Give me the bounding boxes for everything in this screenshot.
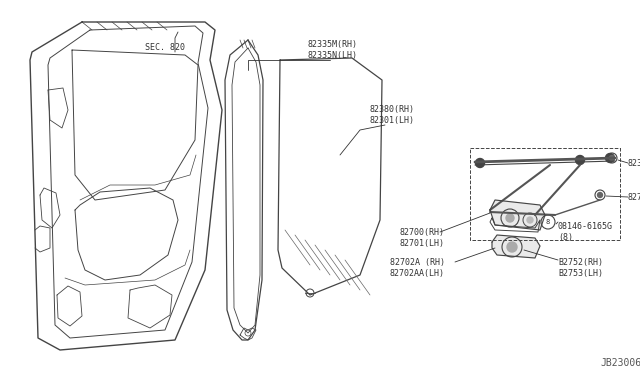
Text: 82300A: 82300A <box>628 158 640 167</box>
Circle shape <box>506 214 514 222</box>
Circle shape <box>575 155 584 164</box>
Text: 08146-6165G
(8): 08146-6165G (8) <box>558 222 613 242</box>
Text: 82700(RH)
82701(LH): 82700(RH) 82701(LH) <box>400 228 445 248</box>
Text: 82702A (RH)
82702AA(LH): 82702A (RH) 82702AA(LH) <box>390 258 445 278</box>
Circle shape <box>527 217 533 223</box>
Circle shape <box>598 192 602 198</box>
Polygon shape <box>490 200 545 230</box>
Text: 82700B: 82700B <box>628 192 640 202</box>
Circle shape <box>476 158 484 167</box>
Text: 8: 8 <box>546 219 550 225</box>
Text: 82335M(RH)
82335N(LH): 82335M(RH) 82335N(LH) <box>308 40 358 60</box>
Text: B2752(RH)
B2753(LH): B2752(RH) B2753(LH) <box>558 258 603 278</box>
Text: SEC. 820: SEC. 820 <box>145 43 185 52</box>
Text: 82380(RH)
82301(LH): 82380(RH) 82301(LH) <box>370 105 415 125</box>
Circle shape <box>605 154 614 163</box>
Text: JB23006J: JB23006J <box>600 358 640 368</box>
Polygon shape <box>492 235 540 258</box>
Circle shape <box>609 155 614 160</box>
Circle shape <box>507 242 517 252</box>
